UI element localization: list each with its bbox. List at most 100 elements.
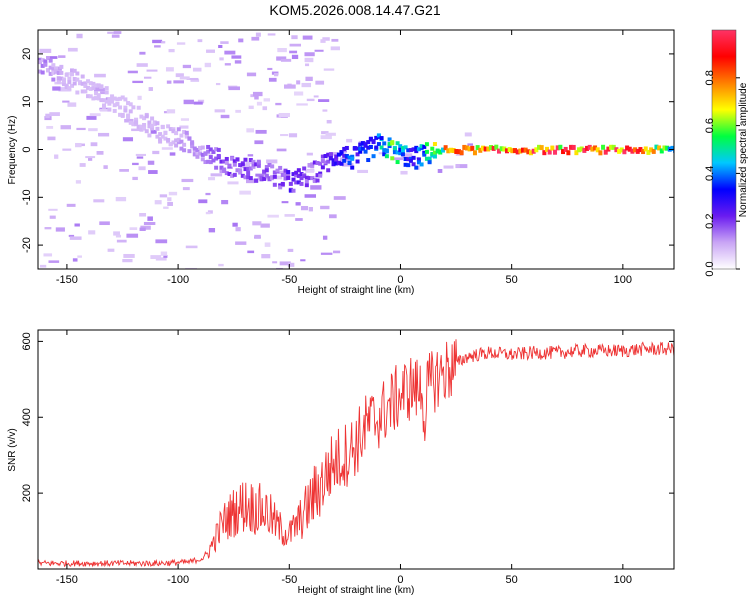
spectrogram-cell — [289, 43, 302, 47]
spectrogram-cell — [430, 146, 435, 151]
spectrogram-cell — [294, 173, 299, 178]
spectrogram-cell — [294, 180, 299, 185]
spectrogram-cell — [288, 133, 298, 138]
spectrogram-cell — [110, 94, 115, 99]
spectrogram-cell — [287, 262, 295, 267]
spectrogram-cell — [299, 172, 304, 177]
spectrogram-cell — [43, 59, 48, 64]
spectrogram-cell — [248, 105, 254, 110]
spectrogram-cell — [169, 152, 176, 156]
spectrogram-cell — [150, 126, 155, 131]
spectrogram-cell — [126, 233, 139, 238]
snr-series-line — [38, 339, 674, 568]
spectrogram-cell — [176, 140, 181, 145]
spectrogram-cell — [312, 175, 318, 179]
snr-frame — [37, 329, 675, 570]
spectrogram-cell — [218, 44, 223, 49]
spectrogram-cell — [67, 102, 77, 107]
spectrogram-cell — [320, 154, 325, 159]
spectrogram-cell — [358, 149, 363, 154]
spectrogram-cell — [411, 147, 416, 152]
y-tick-label: 400 — [21, 408, 33, 426]
spectrogram-cell — [246, 72, 257, 77]
spectrogram-cell — [403, 145, 408, 150]
snr-y-ticks: 200 400 600 — [21, 332, 674, 502]
spectrogram-cell — [100, 91, 108, 95]
spectrogram-cell — [235, 241, 247, 245]
spectrogram-cell — [310, 185, 322, 190]
spectrogram-cell — [275, 168, 280, 173]
spectrogram-cell — [238, 38, 244, 43]
spectrogram-cell — [91, 86, 96, 91]
spectrogram-cell — [138, 166, 146, 171]
spectrogram-cell — [654, 144, 659, 150]
spectrogram-cell — [251, 164, 256, 169]
spectrogram-cell — [355, 152, 360, 157]
spectrogram-cell — [526, 149, 531, 155]
spectrogram-cell — [230, 173, 235, 178]
spectrogram-cell — [279, 261, 291, 266]
spectrogram-cell — [291, 188, 296, 193]
spectrogram-cell — [630, 148, 635, 154]
spectrogram-cell — [123, 105, 128, 110]
spectrogram-cell — [322, 109, 328, 112]
spectrogram-cell — [617, 148, 622, 154]
spectrogram-cell — [203, 151, 208, 156]
spectrogram-cell — [427, 156, 432, 161]
spectrogram-cell — [261, 254, 271, 259]
spectrogram-cell — [70, 68, 75, 73]
spectrogram-cell — [313, 95, 319, 98]
spectrogram-cell — [204, 62, 212, 68]
spectrogram-cell — [195, 147, 200, 152]
spectrogram-cell — [283, 172, 288, 177]
spectrogram-cell — [438, 149, 443, 155]
spectrogram-cell — [72, 77, 77, 82]
spectrogram-cell — [326, 119, 332, 124]
spectrogram-cell — [86, 94, 91, 99]
spectrogram-cell — [355, 159, 360, 164]
spectrogram-cell — [254, 162, 259, 167]
spectrogram-cell — [286, 175, 291, 180]
spectrogram-cell — [619, 147, 624, 153]
spectrogram-cell — [186, 77, 199, 80]
spectrogram-cell — [163, 111, 170, 114]
spectrogram-cell — [134, 120, 139, 125]
spectrogram-cell — [173, 80, 184, 84]
spectrogram-cell — [192, 146, 197, 151]
spectrogram-cell — [321, 131, 329, 135]
spectrogram-cell — [472, 150, 477, 156]
colorbar-tick-label: 0.6 — [704, 118, 716, 133]
spectrogram-cell — [323, 154, 328, 159]
spectrogram-cell — [331, 158, 336, 163]
spectrogram-cell — [129, 227, 138, 231]
y-tick-label: -10 — [21, 189, 33, 205]
spectrogram-cell — [80, 89, 85, 94]
spectrogram-cell — [144, 114, 149, 119]
spectrogram-cell — [75, 180, 81, 184]
spectrogram-cell — [283, 176, 288, 181]
spectrogram-cell — [224, 63, 231, 66]
spectrogram-cell — [46, 68, 51, 73]
spectrogram-cell — [248, 176, 253, 181]
spectrogram-cell — [312, 179, 317, 184]
spectrogram-cell — [318, 171, 323, 176]
spectrogram-cell — [558, 144, 563, 150]
spectrogram-cell — [302, 174, 307, 179]
colorbar-tick-label: 0.2 — [704, 214, 716, 229]
spectrogram-cell — [289, 50, 298, 54]
spectrogram-cell — [277, 48, 287, 53]
spectrogram-cell — [272, 261, 278, 264]
spectrogram-cell — [139, 51, 146, 55]
spectrogram-cell — [286, 172, 291, 177]
spectrogram-cell — [603, 149, 608, 155]
spectrogram-cell — [206, 149, 211, 154]
spectrogram-cell — [278, 183, 283, 188]
snr-x-label: Height of straight line (km) — [298, 585, 415, 596]
spectrogram-cell — [136, 156, 144, 159]
spectrogram-cell — [128, 102, 133, 107]
spectrogram-cell — [622, 149, 627, 155]
spectrogram-cell — [70, 72, 75, 77]
spectrogram-cell — [142, 126, 147, 131]
spectrogram-cell — [230, 156, 235, 161]
spectrogram-cell — [414, 149, 419, 154]
